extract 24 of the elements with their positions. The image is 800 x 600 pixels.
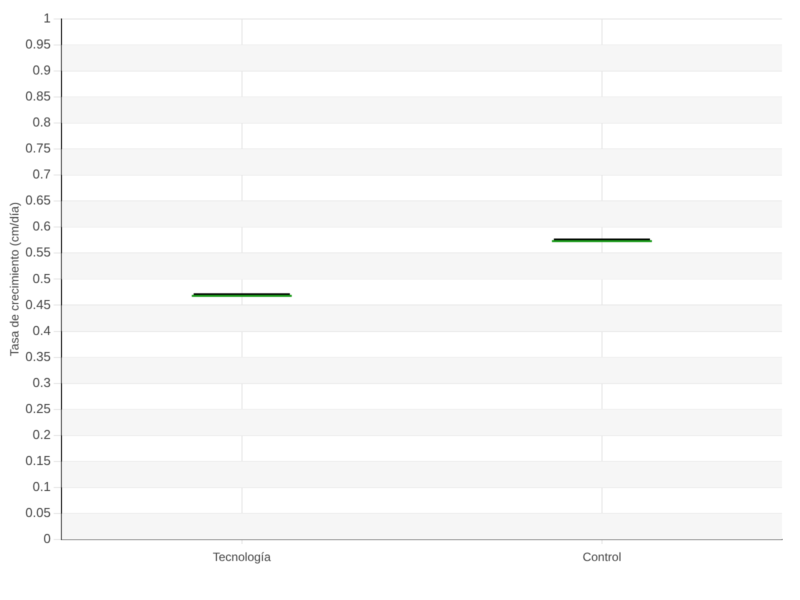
y-axis-title: Tasa de crecimiento (cm/día): [8, 202, 22, 356]
y-tick-label: 0.95: [25, 36, 51, 52]
y-tick-label: 0.4: [32, 322, 51, 338]
y-tick-label: 0.25: [25, 400, 51, 416]
y-tick-label: 0.6: [32, 218, 51, 234]
y-tick-label: 1: [43, 10, 51, 26]
y-tick-label: 0.35: [25, 348, 51, 364]
y-tick-label: 0.75: [25, 140, 51, 156]
y-tick-label: 0.15: [25, 453, 51, 468]
y-tick-label: 0.5: [32, 270, 51, 286]
y-tick-label: 0.65: [25, 192, 51, 208]
y-tick-label: 0.85: [25, 88, 51, 104]
y-tick-label: 0.9: [32, 62, 51, 78]
y-tick-label: 0.05: [25, 505, 51, 520]
y-tick-label: 0.2: [32, 427, 51, 442]
x-tick-label: Tecnología: [212, 550, 272, 564]
y-tick-label: 0: [43, 531, 51, 546]
y-tick-label: 0.55: [25, 244, 51, 260]
y-tick-label: 0.45: [25, 296, 51, 312]
y-tick-label: 0.1: [32, 479, 51, 494]
y-tick-label: 0.3: [32, 374, 51, 390]
y-tick-label: 0.7: [32, 166, 51, 182]
x-tick-label: Control: [582, 550, 622, 564]
y-tick-label: 0.8: [32, 114, 51, 130]
